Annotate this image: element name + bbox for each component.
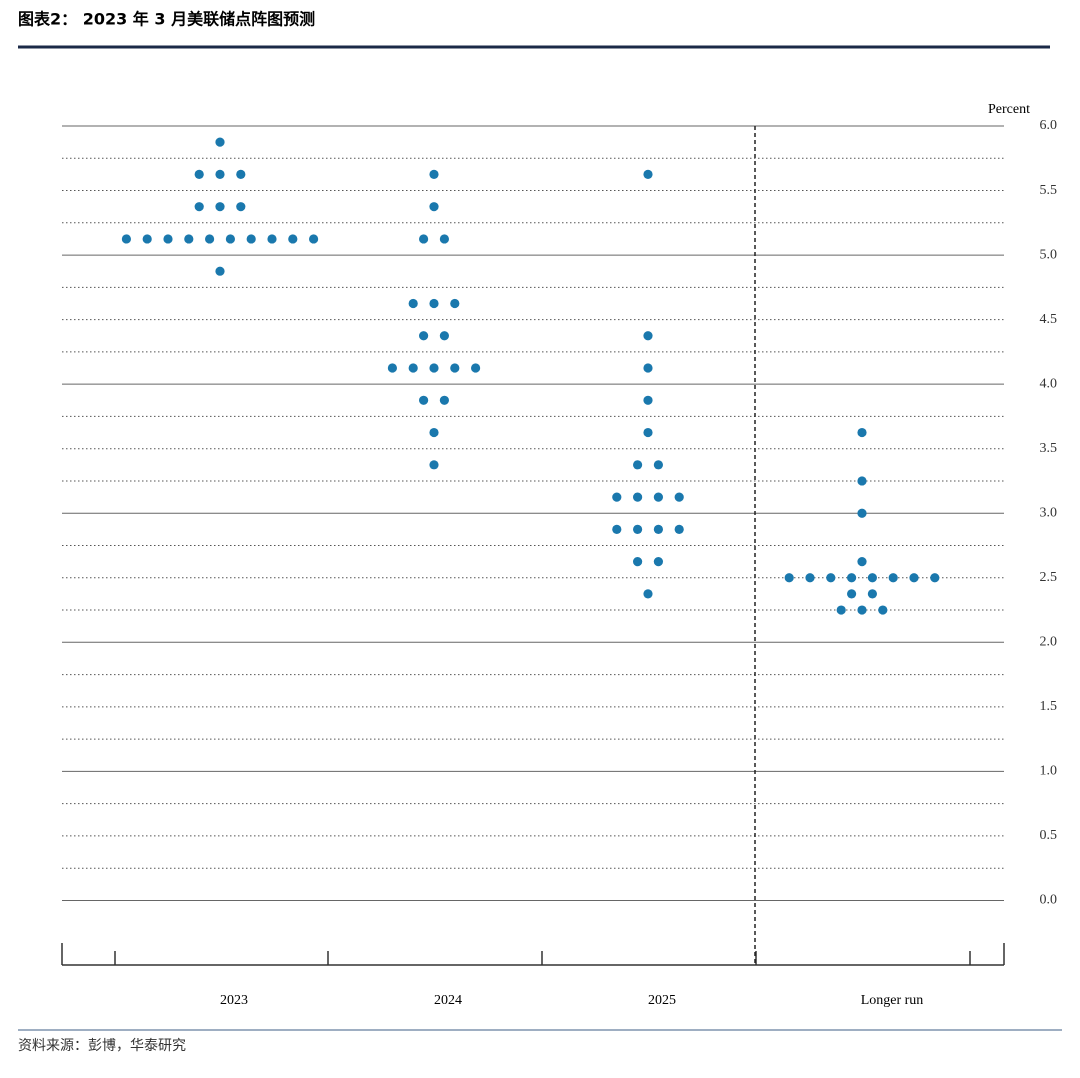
dot [643,427,653,438]
y-tick-label: 5.5 [1040,183,1058,198]
dot [225,234,235,244]
y-tick-label: 0.0 [1040,893,1058,908]
dot [450,363,460,373]
dot [653,460,664,470]
dot [643,331,653,341]
x-tick-label: 2023 [220,993,248,1008]
dot [909,573,919,583]
dot [215,169,225,180]
dot [471,363,481,373]
dot [419,331,429,341]
y-tick-label: 2.5 [1040,570,1058,585]
y-tick-label: 4.5 [1040,312,1058,327]
dot [121,234,131,244]
y-tick-label: 3.0 [1040,505,1058,520]
dot [643,395,653,405]
page-title: 图表2： 2023 年 3 月美联储点阵图预测 [18,10,315,29]
dot [429,460,439,470]
dot [674,492,684,502]
y-tick-label: 1.0 [1040,764,1058,779]
dot [857,557,867,567]
dot [847,589,857,599]
y-tick-label: 2.0 [1040,635,1058,650]
dot [857,508,867,518]
dot [612,492,622,502]
dot [633,492,643,502]
dot [309,234,319,244]
dot [142,234,152,244]
dot [888,573,898,583]
dot [612,524,622,534]
dot [826,573,836,583]
y-tick-label: 5.0 [1040,247,1058,262]
dot [194,202,204,212]
dot [857,605,867,615]
dot [633,524,643,534]
dot [930,573,940,583]
dot [267,234,277,244]
dot [215,137,225,147]
y-tick-label: 4.0 [1040,376,1058,391]
dot [439,395,449,405]
dot [429,363,439,373]
dot [387,363,397,373]
dot [419,234,429,244]
dot [857,427,867,438]
dot [633,557,643,567]
dot [429,298,439,309]
dot [643,169,653,180]
y-tick-label: 3.5 [1040,441,1058,456]
x-tick-label: Longer run [861,993,924,1008]
dot [674,524,684,534]
dot [408,298,418,309]
dot [288,234,298,244]
dot [878,605,888,615]
dot [215,202,225,212]
dot [194,169,204,180]
y-axis-label: Percent [988,102,1030,117]
dot [450,298,460,309]
dot [643,589,653,599]
dot [408,363,418,373]
dot [643,363,653,373]
dot [653,492,664,502]
dot [429,202,439,212]
dot [867,589,878,599]
dot [633,460,643,470]
dot [184,234,194,244]
dot [857,476,867,486]
dot [163,234,173,244]
dot [439,331,449,341]
source: 资料来源：彭博，华泰研究 [18,1037,186,1054]
y-tick-label: 0.5 [1040,828,1058,843]
x-tick-label: 2025 [648,993,676,1008]
dot [429,169,439,180]
dot [867,573,878,583]
dot [429,427,439,438]
x-tick-label: 2024 [434,993,462,1008]
dot [236,202,246,212]
dot [215,266,225,276]
dot [419,395,429,405]
dot [653,524,664,534]
dot [836,605,846,615]
dot [439,234,449,244]
dot [847,573,857,583]
dot [784,573,794,583]
y-tick-label: 6.0 [1040,118,1058,133]
dot [805,573,815,583]
dot [236,169,246,180]
dot [205,234,215,244]
y-tick-label: 1.5 [1040,699,1058,714]
dot [653,557,664,567]
dot [246,234,256,244]
